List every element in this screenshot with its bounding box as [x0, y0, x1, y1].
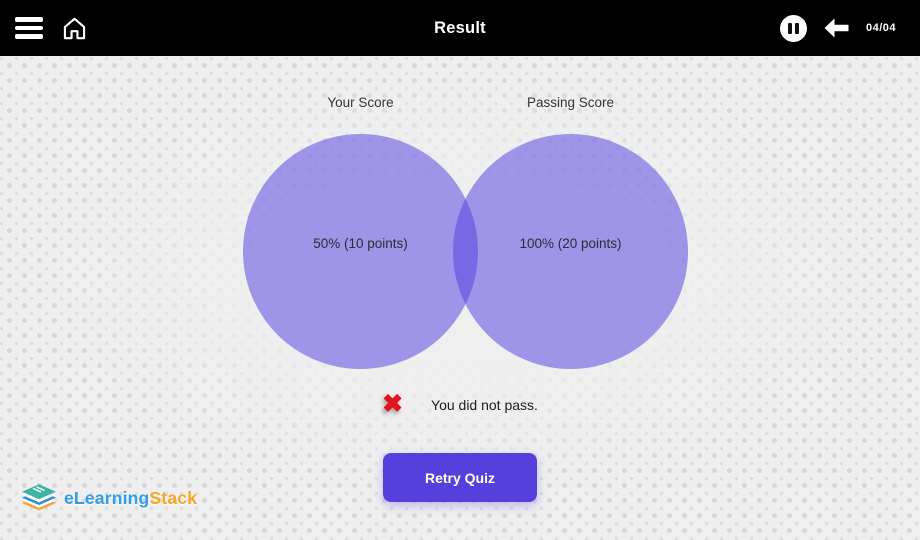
passing-score-label: Passing Score	[526, 95, 615, 110]
result-message: You did not pass.	[431, 396, 538, 413]
your-score-label: Your Score	[327, 95, 394, 110]
brand-logo: eLearningStack	[20, 480, 197, 517]
menu-icon[interactable]	[15, 17, 43, 39]
content-area: Your Score Passing Score 50% (10 points)…	[0, 56, 920, 540]
page-indicator: 04/04	[865, 22, 896, 34]
back-arrow-icon[interactable]	[823, 17, 850, 39]
passing-score-value: 100% (20 points)	[519, 236, 622, 251]
result-message-row: ✖ You did not pass.	[0, 392, 920, 417]
home-icon[interactable]	[61, 15, 88, 42]
passing-score-circle	[453, 134, 688, 369]
header-controls: 04/04	[779, 0, 896, 56]
logo-text-primary: eLearning	[64, 488, 150, 508]
retry-quiz-button[interactable]: Retry Quiz	[383, 453, 537, 502]
your-score-circle	[243, 134, 478, 369]
top-bar: Result 04/04	[0, 0, 920, 56]
pause-icon[interactable]	[779, 14, 807, 42]
logo-text: eLearningStack	[64, 488, 197, 509]
logo-text-secondary: Stack	[149, 488, 198, 508]
logo-icon	[20, 480, 58, 517]
fail-icon: ✖	[382, 390, 404, 418]
your-score-value: 50% (10 points)	[313, 236, 408, 251]
